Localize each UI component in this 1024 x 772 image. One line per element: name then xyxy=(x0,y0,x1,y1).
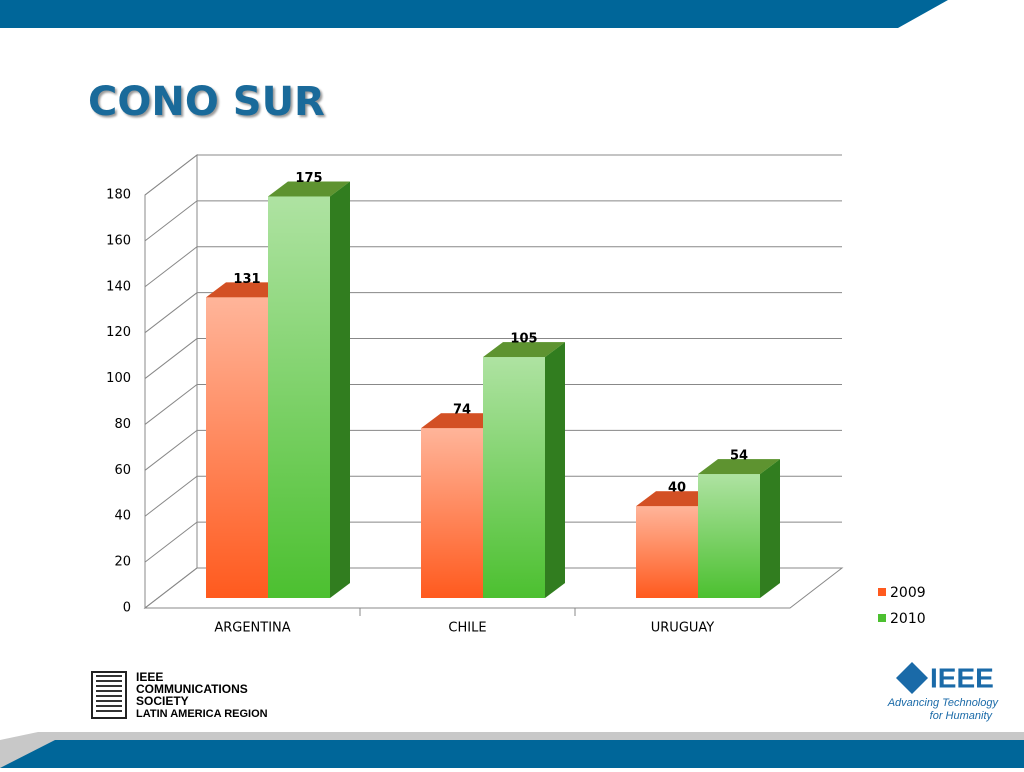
bar-top xyxy=(268,181,350,197)
y-tick-label: 80 xyxy=(114,417,131,432)
bar-side xyxy=(545,342,565,598)
legend-label: 2009 xyxy=(890,585,926,601)
legend-swatch xyxy=(878,588,886,596)
grid-line xyxy=(144,475,842,517)
bar-side xyxy=(330,181,350,598)
logo-text: LATIN AMERICA REGION xyxy=(136,708,268,720)
bar-shine xyxy=(268,196,330,598)
logo-text: IEEE xyxy=(136,670,163,684)
logo-text: COMMUNICATIONS xyxy=(136,682,248,696)
x-tick-label: ARGENTINA xyxy=(214,621,290,636)
bar-side-shade xyxy=(330,181,350,598)
x-tick-label: URUGUAY xyxy=(651,621,715,636)
grid-line xyxy=(144,338,842,379)
y-tick-label: 20 xyxy=(114,555,131,570)
bar-top-shade xyxy=(483,342,565,358)
data-label: 175 xyxy=(295,171,322,186)
bottom-band xyxy=(0,740,1024,768)
logo-text: SOCIETY xyxy=(136,694,189,708)
bar-side-shade xyxy=(545,342,565,598)
y-tick-label: 120 xyxy=(106,325,131,340)
y-tick-label: 60 xyxy=(114,463,131,478)
legend-label: 2010 xyxy=(890,611,926,627)
ieee-tagline: Advancing Technology xyxy=(887,697,1000,709)
bar-top xyxy=(483,342,565,358)
bar-top xyxy=(206,282,288,298)
ieee-name: IEEE xyxy=(930,662,994,693)
y-tick-label: 40 xyxy=(114,509,131,524)
bar-shine xyxy=(421,428,483,598)
logo-right: IEEE Advancing Technology for Humanity xyxy=(887,662,1000,722)
grid-line xyxy=(144,429,842,471)
bar-top-shade xyxy=(268,181,350,197)
bar-top xyxy=(698,459,780,475)
grid-line xyxy=(144,154,842,196)
bar-top-shade xyxy=(206,282,288,298)
grid-line xyxy=(144,383,842,425)
bar-top xyxy=(421,413,503,429)
bar-shine xyxy=(483,357,545,598)
y-tick-label: 100 xyxy=(106,371,131,386)
y-tick-label: 180 xyxy=(106,188,131,203)
data-label: 105 xyxy=(510,332,537,347)
ieee-diamond xyxy=(896,662,928,694)
bar-shine xyxy=(206,297,268,598)
data-label: 74 xyxy=(453,403,471,418)
ieee-tagline: for Humanity xyxy=(930,710,994,722)
logo-left: IEEE COMMUNICATIONS SOCIETY LATIN AMERIC… xyxy=(91,670,268,720)
grid-line xyxy=(144,292,842,334)
slide-title: CONO SUR xyxy=(88,79,325,125)
bar-shine xyxy=(698,474,760,598)
data-label: 131 xyxy=(233,272,260,287)
y-tick-label: 160 xyxy=(106,233,131,248)
grid-line xyxy=(144,200,842,242)
data-label: 54 xyxy=(730,449,748,464)
data-label: 40 xyxy=(668,481,686,496)
bar-top xyxy=(636,491,718,507)
bar-shine xyxy=(636,506,698,598)
grid-line xyxy=(144,521,842,563)
bar-side xyxy=(760,459,780,598)
grid-line xyxy=(144,567,842,609)
bar-top-shade xyxy=(636,491,718,507)
top-band xyxy=(0,0,948,28)
x-tick-label: CHILE xyxy=(448,621,486,636)
y-tick-label: 0 xyxy=(123,601,131,616)
grid-line xyxy=(144,246,842,288)
plot: 0 20 40 60 80 100 120 140 160 180 ARGENTINA 131 175 C… xyxy=(106,153,926,636)
legend-swatch xyxy=(878,614,886,622)
bar-top-shade xyxy=(421,413,503,429)
y-tick-label: 140 xyxy=(106,279,131,294)
bar-top-shade xyxy=(698,459,780,475)
logo-stripes xyxy=(96,675,122,712)
bar-side-shade xyxy=(760,459,780,598)
back-wall xyxy=(144,153,198,610)
